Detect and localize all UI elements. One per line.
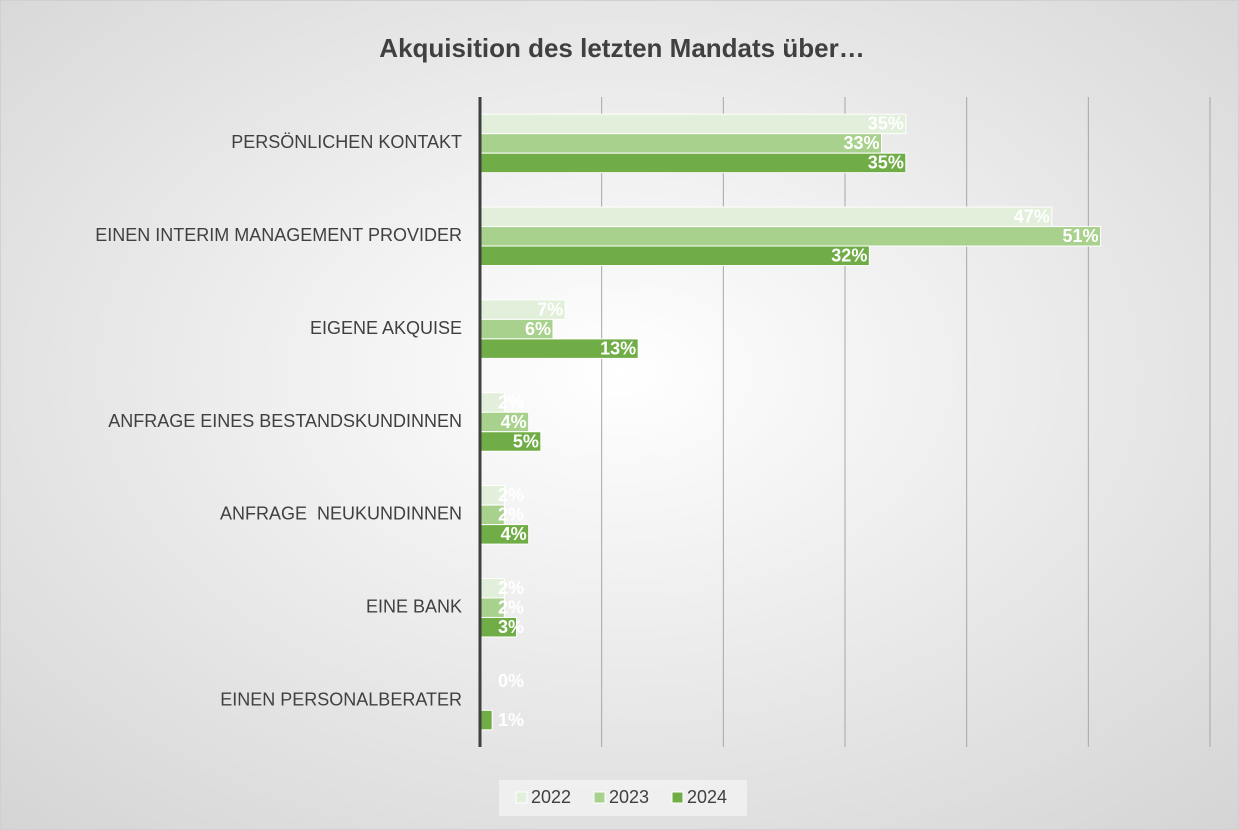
data-label: 13% bbox=[600, 338, 636, 358]
category-label: ANFRAGE NEUKUNDINNEN bbox=[220, 504, 462, 524]
legend-label: 2023 bbox=[609, 787, 649, 807]
data-label: 1% bbox=[498, 710, 524, 730]
data-label: 4% bbox=[501, 412, 527, 432]
data-label: 47% bbox=[1014, 207, 1050, 227]
data-label: 2% bbox=[498, 578, 524, 598]
data-label: 5% bbox=[513, 431, 539, 451]
bar bbox=[479, 245, 870, 267]
bar bbox=[479, 133, 882, 154]
chart-title: Akquisition des letzten Mandats über… bbox=[379, 33, 864, 63]
category-label: EINEN INTERIM MANAGEMENT PROVIDER bbox=[95, 225, 462, 245]
category-label: PERSÖNLICHEN KONTAKT bbox=[231, 132, 462, 152]
data-label: 2% bbox=[498, 392, 524, 412]
bar bbox=[479, 113, 907, 135]
data-label: 4% bbox=[501, 524, 527, 544]
category-label: EINE BANK bbox=[366, 596, 462, 616]
data-label: 35% bbox=[868, 114, 904, 134]
legend-swatch bbox=[515, 791, 528, 804]
legend-label: 2024 bbox=[687, 787, 727, 807]
data-label: 2% bbox=[498, 485, 524, 505]
legend-label: 2022 bbox=[531, 787, 571, 807]
bar bbox=[479, 226, 1101, 247]
legend-swatch bbox=[671, 791, 684, 804]
data-label: 35% bbox=[868, 153, 904, 173]
legend-swatch bbox=[593, 791, 606, 804]
bar bbox=[479, 152, 907, 174]
legend-box bbox=[499, 780, 747, 816]
data-label: 51% bbox=[1062, 226, 1098, 246]
bar bbox=[479, 709, 493, 731]
category-label: EIGENE AKQUISE bbox=[310, 318, 462, 338]
data-label: 33% bbox=[843, 133, 879, 153]
category-label: EINEN PERSONALBERATER bbox=[220, 689, 462, 709]
data-label: 2% bbox=[498, 597, 524, 617]
category-label: ANFRAGE EINES BESTANDSKUNDINNEN bbox=[108, 411, 462, 431]
data-label: 2% bbox=[498, 505, 524, 525]
data-label: 6% bbox=[525, 319, 551, 339]
bar bbox=[479, 206, 1053, 228]
data-label: 7% bbox=[537, 299, 563, 319]
data-label: 32% bbox=[831, 246, 867, 266]
data-label: 3% bbox=[498, 617, 524, 637]
data-label: 0% bbox=[498, 671, 524, 691]
